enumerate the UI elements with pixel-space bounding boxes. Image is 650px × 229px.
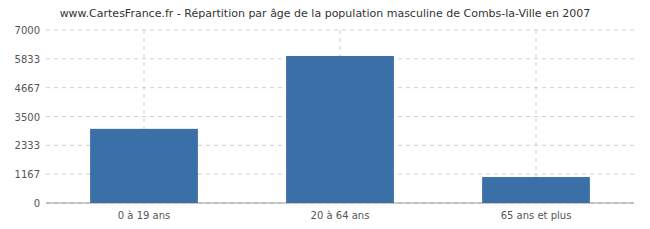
y-tick-label: 1167 bbox=[15, 169, 40, 180]
y-tick-label: 4667 bbox=[15, 83, 40, 94]
y-tick-label: 2333 bbox=[15, 140, 40, 151]
y-tick-label: 5833 bbox=[15, 54, 40, 65]
grid bbox=[46, 30, 634, 203]
chart: www.CartesFrance.fr - Répartition par âg… bbox=[0, 0, 650, 229]
title: www.CartesFrance.fr - Répartition par âg… bbox=[60, 7, 591, 20]
bars bbox=[90, 56, 590, 203]
chart-container: www.CartesFrance.fr - Répartition par âg… bbox=[0, 0, 650, 229]
x-tick-label: 0 à 19 ans bbox=[118, 210, 170, 221]
x-axis: 0 à 19 ans 20 à 64 ans 65 ans et plus bbox=[46, 203, 634, 221]
bar bbox=[482, 177, 590, 203]
y-tick-label: 0 bbox=[34, 198, 40, 209]
bar bbox=[286, 56, 394, 203]
y-tick-label: 7000 bbox=[15, 25, 40, 36]
bar bbox=[90, 129, 198, 203]
x-tick-label: 20 à 64 ans bbox=[311, 210, 370, 221]
y-tick-label: 3500 bbox=[15, 112, 40, 123]
x-tick-label: 65 ans et plus bbox=[501, 210, 572, 221]
y-axis: 0 1167 2333 3500 4667 5833 7000 bbox=[15, 25, 40, 209]
